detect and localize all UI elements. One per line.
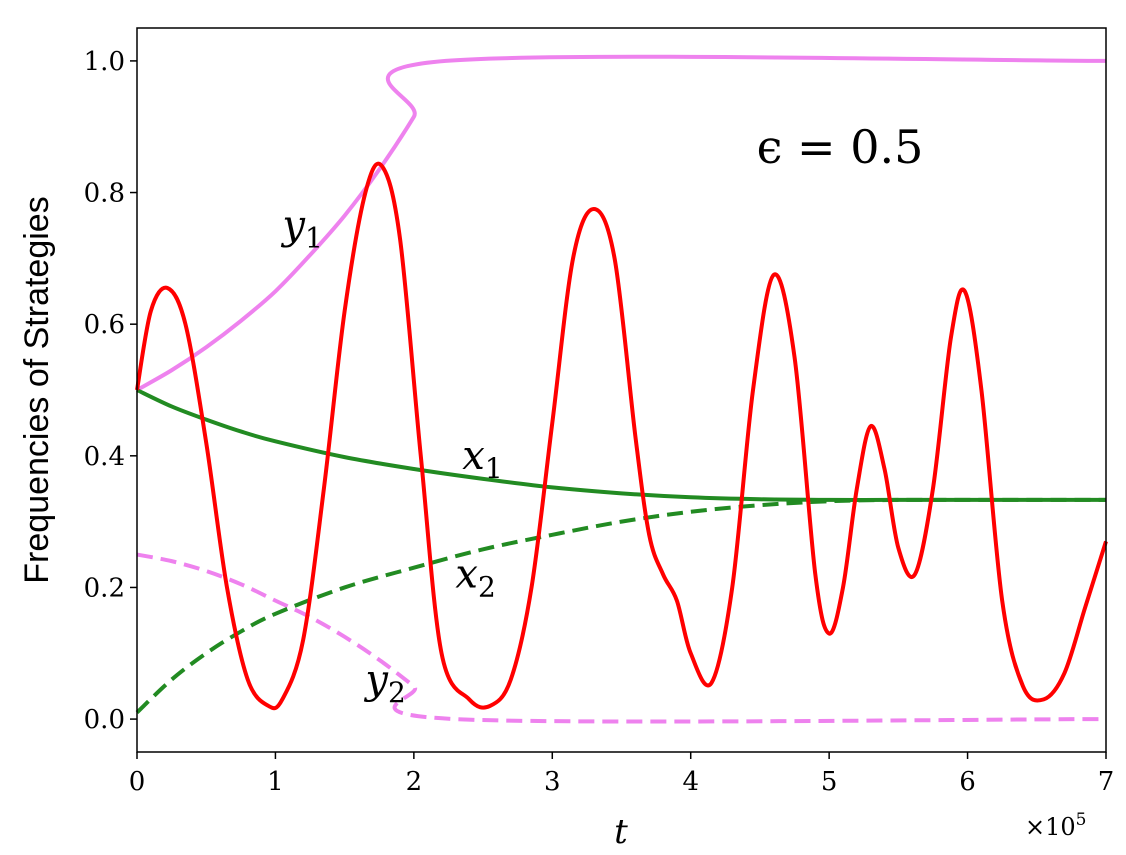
x-tick-label: 0: [129, 767, 146, 797]
y-tick-label: 0.6: [84, 310, 125, 340]
y-tick-label: 0.2: [84, 573, 125, 603]
series-label-variable: x: [462, 433, 485, 479]
x-tick-label: 3: [544, 767, 561, 797]
series-line-y2-dashed: [136, 552, 1107, 724]
series-line-x1-solid: [136, 388, 1106, 502]
y-tick-label: 1.0: [84, 47, 125, 77]
tick-layer: 0 1 2 3 4 5 6 7 0.0 0.2 0.4 0.6 0.8 1.0: [84, 47, 1115, 797]
x-offset-exponent: 5: [1076, 810, 1087, 830]
plot-frame: [136, 27, 1107, 753]
y-axis-label: Frequencies of Strategies: [18, 196, 56, 583]
epsilon-annotation: ϵ = 0.5: [757, 120, 924, 174]
x-tick-label: 5: [821, 767, 838, 797]
series-label-variable: y: [280, 203, 306, 249]
series-label-subscript: 1: [305, 222, 323, 255]
x-offset-label: ×105: [1025, 810, 1086, 841]
y-tick-label: 0.4: [84, 442, 125, 472]
x-tick-label: 6: [959, 767, 976, 797]
series-label-y2: y2: [363, 657, 405, 709]
series-label-x2: x2: [455, 551, 495, 603]
series-label-subscript: 2: [388, 676, 406, 709]
x-tick-label: 1: [267, 767, 284, 797]
x-tick-label: 2: [406, 767, 423, 797]
series-label-variable: y: [363, 657, 389, 703]
x-axis-label: t: [614, 812, 628, 852]
x-offset-base: ×10: [1025, 813, 1076, 841]
series-line-y1-solid: [136, 54, 1107, 392]
series-line-x2-dashed: [135, 497, 1106, 714]
x-tick-label: 4: [682, 767, 699, 797]
series-layer: [135, 54, 1108, 724]
series-line-z-solid: [135, 161, 1108, 711]
series-label-x1: x1: [462, 433, 502, 485]
series-label-variable: x: [455, 551, 478, 597]
y-tick-label: 0.8: [84, 179, 125, 209]
x-tick-label: 7: [1098, 767, 1115, 797]
y-tick-label: 0.0: [84, 705, 125, 735]
series-label-subscript: 1: [485, 452, 503, 485]
series-label-y1: y1: [280, 203, 322, 255]
series-label-subscript: 2: [478, 570, 496, 603]
